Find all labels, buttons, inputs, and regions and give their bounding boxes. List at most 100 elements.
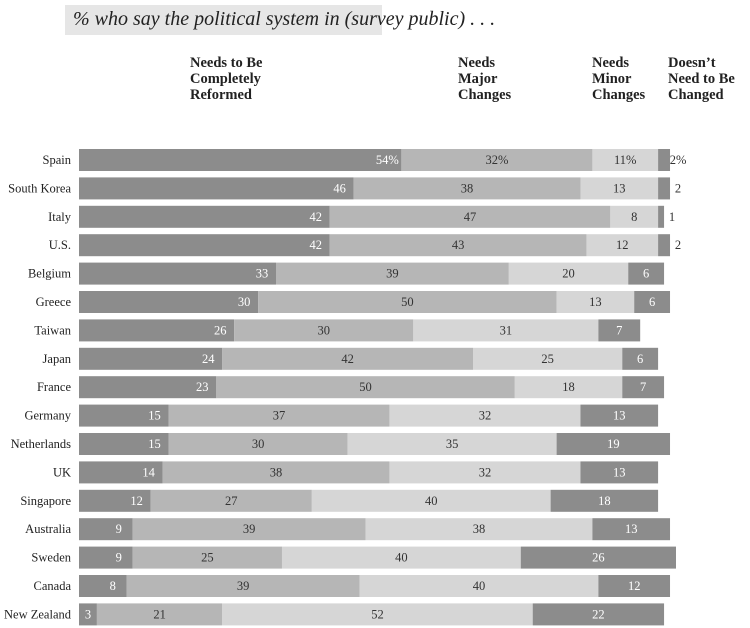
bar-segment: [550, 489, 659, 512]
bar-segment: [658, 234, 671, 257]
data-label: 18: [562, 380, 575, 394]
bar-segment: [347, 433, 557, 455]
data-label: 42: [341, 352, 354, 366]
data-label: 42: [309, 210, 322, 224]
data-label: 32: [479, 465, 492, 479]
bar-segment: [150, 489, 312, 512]
category-label: Singapore: [20, 494, 71, 508]
data-label: 39: [243, 522, 256, 536]
data-label: 32%: [485, 153, 508, 167]
bar-segment: [311, 489, 551, 512]
bar-segment: [162, 461, 390, 484]
bar-segment: [276, 262, 509, 285]
bar-segment: [598, 575, 671, 597]
category-label: UK: [53, 465, 71, 479]
bar-segment: [79, 461, 163, 484]
bar-segment: [329, 205, 611, 228]
bar-segment: [622, 376, 665, 399]
legend-header-minor-changes: Needs Minor Changes: [592, 55, 646, 103]
data-label: 38: [270, 465, 283, 479]
data-label: 40: [425, 494, 438, 508]
data-label: 30: [238, 295, 251, 309]
category-label: Spain: [43, 153, 72, 167]
data-label: 6: [637, 352, 643, 366]
bar-segment: [389, 404, 581, 427]
data-label: 24: [202, 352, 215, 366]
category-label: South Korea: [8, 181, 71, 195]
data-label: 12: [616, 238, 629, 252]
data-label: 2%: [670, 153, 687, 167]
data-label: 6: [649, 295, 655, 309]
bar-segment: [586, 234, 659, 257]
bar-segment: [281, 546, 521, 569]
category-label: U.S.: [49, 238, 71, 252]
data-label: 18: [598, 494, 611, 508]
data-label: 13: [589, 295, 602, 309]
data-label: 54%: [376, 153, 399, 167]
bar-segment: [126, 575, 360, 597]
bar-segment: [258, 291, 557, 313]
data-label: 7: [616, 323, 622, 337]
legend-header-completely-reformed: Needs to Be Completely Reformed: [190, 55, 263, 103]
data-label: 9: [116, 522, 122, 536]
bar-segment: [598, 319, 641, 342]
data-label: 13: [625, 522, 638, 536]
data-label: 42: [309, 238, 322, 252]
bar-segment: [520, 546, 676, 569]
bar-segment: [556, 433, 671, 455]
bar-segment: [359, 575, 599, 597]
data-label: 30: [318, 323, 331, 337]
bar-segment: [389, 461, 581, 484]
category-label: Canada: [34, 579, 72, 593]
bar-segment: [580, 404, 659, 427]
bar-segment: [79, 518, 133, 541]
data-label: 26: [214, 323, 227, 337]
data-label: 27: [225, 494, 238, 508]
category-label: Australia: [25, 522, 71, 536]
bar-segment: [79, 347, 223, 370]
bar-segment: [634, 291, 671, 313]
data-label: 8: [110, 579, 116, 593]
bar-segment: [79, 489, 151, 512]
data-label: 8: [631, 210, 637, 224]
bar-segment: [79, 319, 235, 342]
data-label: 38: [461, 181, 474, 195]
data-label: 15: [148, 437, 161, 451]
category-label: France: [37, 380, 71, 394]
data-label: 15: [148, 409, 161, 423]
legend-header-no-change: Doesn’t Need to Be Changed: [668, 55, 735, 103]
legend-header-major-changes: Needs Major Changes: [458, 55, 512, 103]
data-label: 19: [607, 437, 620, 451]
bar-segment: [401, 149, 593, 171]
bar-segment: [222, 603, 533, 626]
bar-segment: [580, 461, 659, 484]
data-label: 23: [196, 380, 209, 394]
bar-segment: [79, 205, 330, 228]
data-label: 39: [386, 267, 399, 281]
bar-segment: [508, 262, 629, 285]
bar-segment: [216, 376, 515, 399]
bar-segment: [658, 177, 671, 200]
bar-segment: [79, 262, 277, 285]
data-label: 9: [116, 551, 122, 565]
bar-segment: [222, 347, 474, 370]
bar-segment: [168, 404, 390, 427]
bar-segment: [79, 149, 402, 171]
bar-segment: [79, 177, 354, 200]
bar-segment: [79, 433, 169, 455]
bar-segment: [413, 319, 599, 342]
category-label: Italy: [48, 210, 72, 224]
category-label: Taiwan: [34, 323, 71, 337]
bar-segment: [532, 603, 665, 626]
bar-segment: [168, 433, 348, 455]
bar-segment: [658, 149, 671, 171]
bar-segment: [96, 603, 223, 626]
category-label: Belgium: [28, 267, 71, 281]
bar-segment: [514, 376, 623, 399]
bar-segment: [79, 234, 330, 257]
bar-segment: [329, 234, 587, 257]
data-label: 40: [395, 551, 408, 565]
bar-segment: [365, 518, 593, 541]
data-label: 12: [130, 494, 143, 508]
